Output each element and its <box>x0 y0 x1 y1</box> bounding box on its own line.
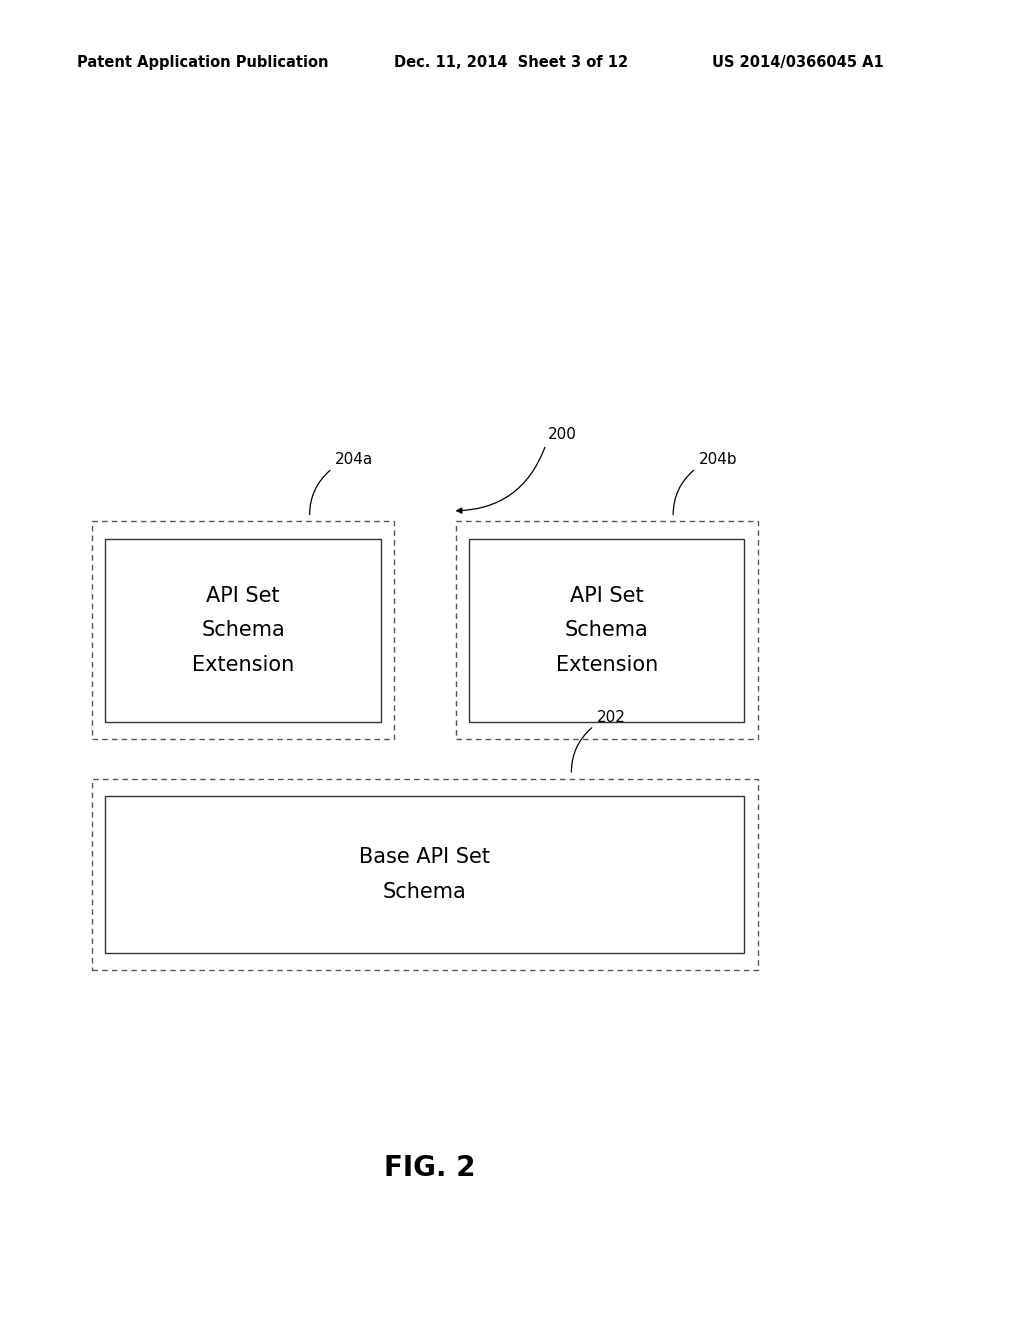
Text: FIG. 2: FIG. 2 <box>384 1154 476 1183</box>
Text: Base API Set
Schema: Base API Set Schema <box>359 847 490 902</box>
Text: US 2014/0366045 A1: US 2014/0366045 A1 <box>712 55 884 70</box>
Bar <box>456 521 758 739</box>
Bar <box>105 796 744 953</box>
Bar <box>105 539 381 722</box>
Text: Dec. 11, 2014  Sheet 3 of 12: Dec. 11, 2014 Sheet 3 of 12 <box>394 55 629 70</box>
Text: Patent Application Publication: Patent Application Publication <box>77 55 329 70</box>
Text: API Set
Schema
Extension: API Set Schema Extension <box>556 586 657 675</box>
Text: API Set
Schema
Extension: API Set Schema Extension <box>193 586 294 675</box>
Text: 204b: 204b <box>698 453 737 467</box>
Bar <box>469 539 744 722</box>
Bar <box>92 779 758 970</box>
Text: 202: 202 <box>597 710 626 725</box>
Text: 200: 200 <box>548 428 577 442</box>
Bar <box>92 521 394 739</box>
Text: 204a: 204a <box>335 453 374 467</box>
